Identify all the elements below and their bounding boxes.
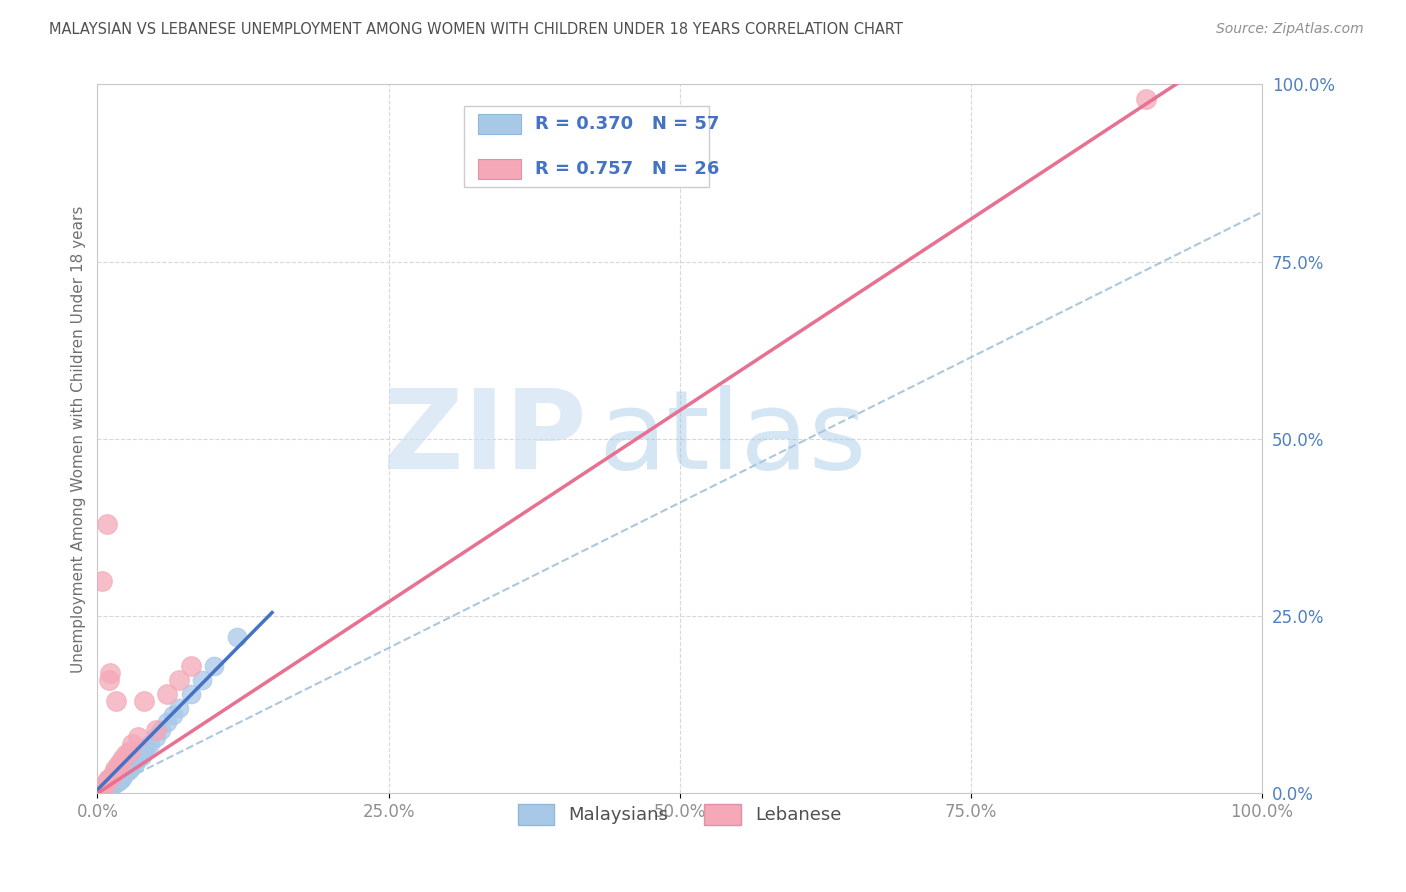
Point: [115, 747, 138, 762]
Point: [98, 673, 121, 687]
Text: atlas: atlas: [598, 385, 866, 492]
Point: [101, 778, 124, 792]
Point: [135, 740, 157, 755]
Point: [118, 762, 141, 776]
Point: [94, 779, 117, 793]
Point: [94, 782, 117, 797]
Text: R = 0.757   N = 26: R = 0.757 N = 26: [534, 160, 718, 178]
Point: [93, 779, 115, 793]
Point: [132, 744, 155, 758]
Point: [98, 779, 121, 793]
Point: [91, 780, 114, 795]
Point: [180, 658, 202, 673]
Point: [112, 766, 135, 780]
Point: [202, 658, 225, 673]
Point: [111, 751, 134, 765]
Text: Source: ZipAtlas.com: Source: ZipAtlas.com: [1216, 22, 1364, 37]
Point: [103, 765, 125, 780]
Point: [110, 772, 132, 787]
Point: [100, 773, 122, 788]
Text: MALAYSIAN VS LEBANESE UNEMPLOYMENT AMONG WOMEN WITH CHILDREN UNDER 18 YEARS CORR: MALAYSIAN VS LEBANESE UNEMPLOYMENT AMONG…: [49, 22, 903, 37]
Point: [131, 749, 153, 764]
Point: [98, 665, 121, 680]
Point: [108, 773, 131, 788]
Point: [90, 783, 112, 797]
Point: [93, 780, 115, 794]
Point: [118, 744, 141, 758]
Point: [180, 687, 202, 701]
Point: [145, 723, 167, 737]
Point: [150, 723, 173, 737]
Point: [104, 771, 127, 785]
Point: [127, 752, 149, 766]
Point: [145, 730, 167, 744]
FancyBboxPatch shape: [478, 114, 520, 134]
Point: [104, 769, 127, 783]
Point: [98, 776, 121, 790]
Point: [124, 756, 146, 771]
Point: [94, 775, 117, 789]
Point: [98, 775, 121, 789]
Point: [104, 776, 127, 790]
Point: [121, 737, 143, 751]
Point: [96, 781, 118, 796]
Point: [91, 783, 114, 797]
Point: [90, 782, 112, 797]
Point: [139, 737, 162, 751]
Point: [107, 774, 129, 789]
Point: [127, 730, 149, 744]
Point: [111, 769, 134, 783]
Point: [100, 779, 122, 793]
Legend: Malaysians, Lebanese: Malaysians, Lebanese: [509, 795, 851, 834]
Point: [167, 701, 190, 715]
Point: [91, 779, 114, 793]
Point: [97, 780, 120, 795]
Y-axis label: Unemployment Among Women with Children Under 18 years: Unemployment Among Women with Children U…: [72, 205, 86, 673]
Point: [121, 759, 143, 773]
Point: [191, 673, 214, 687]
Point: [167, 673, 190, 687]
Point: [89, 785, 111, 799]
Point: [98, 772, 121, 787]
Point: [93, 782, 115, 797]
Point: [94, 775, 117, 789]
Point: [156, 715, 179, 730]
Text: ZIP: ZIP: [384, 385, 586, 492]
Point: [162, 708, 184, 723]
Point: [104, 762, 127, 776]
Point: [111, 771, 134, 785]
Point: [91, 574, 114, 588]
Point: [104, 694, 127, 708]
Point: [226, 631, 249, 645]
Point: [91, 780, 114, 795]
Point: [96, 778, 118, 792]
Point: [101, 772, 124, 787]
Point: [1135, 92, 1157, 106]
Point: [110, 755, 132, 769]
Point: [97, 772, 120, 787]
Point: [105, 775, 128, 789]
Point: [107, 758, 129, 772]
Point: [91, 784, 114, 798]
Point: [132, 694, 155, 708]
Point: [101, 769, 124, 783]
FancyBboxPatch shape: [464, 106, 709, 187]
Point: [97, 777, 120, 791]
Point: [103, 777, 125, 791]
Point: [96, 516, 118, 531]
Text: R = 0.370   N = 57: R = 0.370 N = 57: [534, 115, 718, 133]
Point: [91, 782, 114, 797]
FancyBboxPatch shape: [478, 159, 520, 178]
Point: [115, 765, 138, 780]
Point: [98, 780, 121, 794]
Point: [104, 775, 127, 789]
Point: [156, 687, 179, 701]
Point: [89, 782, 111, 797]
Point: [117, 764, 139, 778]
